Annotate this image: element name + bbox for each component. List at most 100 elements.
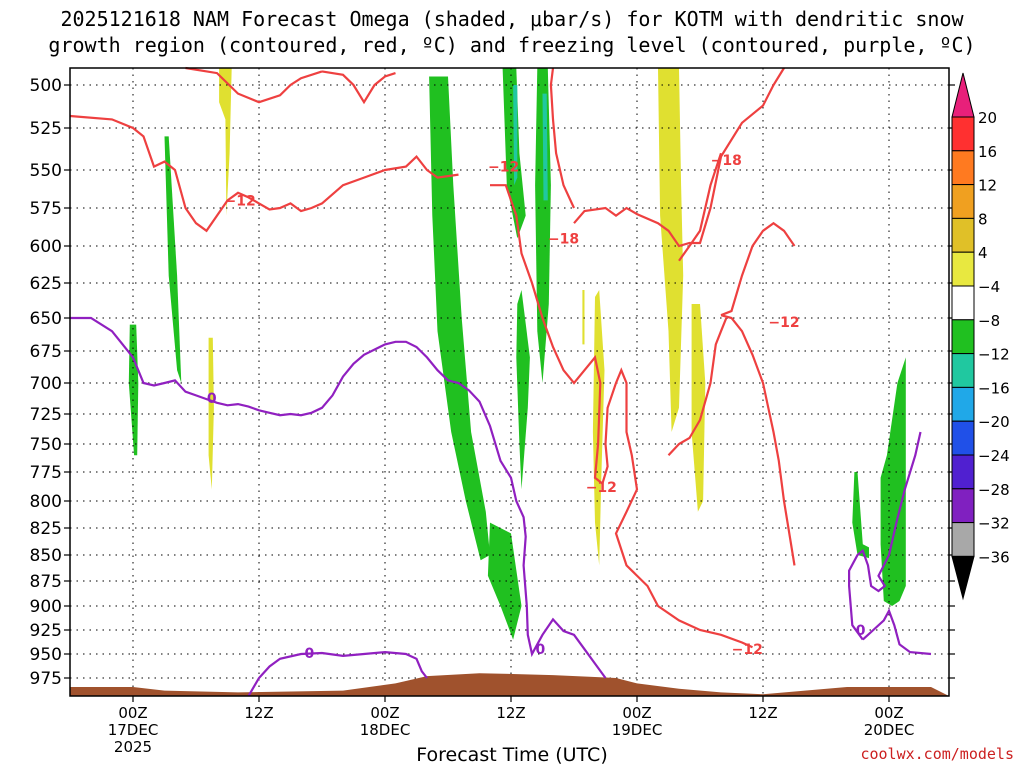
colorbar-swatch <box>951 217 975 253</box>
colorbar-label: 4 <box>978 244 988 262</box>
omega-shaded-area <box>219 68 232 216</box>
plot-frame <box>69 67 950 697</box>
y-tick-label: 825 <box>30 519 62 539</box>
y-tick-label: 575 <box>30 199 62 219</box>
x-axis-label: Forecast Time (UTC) <box>416 744 608 766</box>
x-tick-label: 12Z <box>748 704 777 722</box>
freezing-level-contour <box>847 431 922 641</box>
y-tick-label: 700 <box>30 374 62 394</box>
dendritic-contour-red <box>678 152 723 262</box>
colorbar-bottom-arrow <box>951 555 975 601</box>
colorbar-swatch <box>951 319 975 355</box>
colorbar-label: −24 <box>978 447 1010 465</box>
colorbar-label: −4 <box>978 278 1000 296</box>
colorbar-label: −12 <box>978 346 1010 364</box>
contour-label: −18 <box>711 153 742 169</box>
y-tick-label: 925 <box>30 621 62 641</box>
colorbar-label: −28 <box>978 481 1010 499</box>
x-tick-label: 18DEC <box>360 721 411 739</box>
omega-shaded-area <box>429 76 490 561</box>
colorbar-swatch <box>951 353 975 388</box>
y-tick-label: 875 <box>30 572 62 592</box>
y-axis: 500 525 550 575 600 625 650 675 700 725 750 775 800 8… <box>30 76 955 689</box>
y-tick-label: 500 <box>30 76 62 96</box>
dendritic-contour-red <box>573 67 785 248</box>
freezing-level-contour <box>70 316 607 679</box>
x-tick-label: 19DEC <box>612 721 663 739</box>
y-tick-label: 750 <box>30 435 62 455</box>
dendritic-contour-red <box>549 67 575 209</box>
omega-shaded-area <box>516 290 530 490</box>
colorbar-label: 16 <box>978 143 997 161</box>
colorbar-swatch <box>951 116 975 152</box>
colorbar-swatch <box>951 386 975 422</box>
colorbar-swatch <box>951 522 975 557</box>
y-tick-label: 900 <box>30 597 62 617</box>
chart-title: 2025121618 NAM Forecast Omega (shaded, μ… <box>48 7 976 57</box>
dendritic-contour-red <box>185 66 323 104</box>
contour-label: −18 <box>548 231 579 247</box>
colorbar-label: −8 <box>978 312 1000 330</box>
x-tick-label: 00Z <box>622 704 651 722</box>
contour-label: −12 <box>732 642 763 658</box>
y-tick-label: 800 <box>30 492 62 512</box>
x-tick-label: 20DEC <box>864 721 915 739</box>
omega-shaded-area <box>691 304 706 512</box>
colorbar-swatch <box>951 488 975 524</box>
colorbar-swatch <box>951 420 975 456</box>
y-tick-label: 975 <box>30 669 62 689</box>
colorbar-label: 8 <box>978 210 988 228</box>
y-tick-label: 625 <box>30 274 62 294</box>
colorbar-swatch <box>951 285 975 321</box>
contour-label: −12 <box>488 160 519 176</box>
contour-label: −12 <box>586 480 617 496</box>
contour-label: 0 <box>305 646 315 662</box>
y-tick-label: 675 <box>30 342 62 362</box>
contour-label: −12 <box>768 315 799 331</box>
colorbar-label: 20 <box>978 109 997 127</box>
colorbar-top-arrow <box>951 72 975 118</box>
colorbar: 20 16 12 8 4 −4 −8 −12 −16 −20 −24 −28 −32 −36 <box>951 72 1010 601</box>
contour-label: −12 <box>224 193 255 209</box>
terrain-layer <box>70 673 949 696</box>
omega-shaded-area <box>208 337 214 490</box>
dendritic-contour-red <box>720 314 796 566</box>
y-tick-label: 775 <box>30 463 62 483</box>
y-tick-label: 950 <box>30 645 62 665</box>
contour-label: 0 <box>536 642 546 658</box>
omega-shaded-area <box>164 136 182 383</box>
omega-shaded-area <box>128 324 139 456</box>
y-tick-label: 850 <box>30 546 62 566</box>
dendritic-contour-red <box>321 70 396 105</box>
colorbar-swatch <box>951 454 975 490</box>
colorbar-label: −20 <box>978 413 1010 431</box>
omega-shaded-area <box>487 522 522 640</box>
omega-shaded-area <box>582 290 585 345</box>
x-tick-label: 12Z <box>244 704 273 722</box>
x-tick-label: 00Z <box>118 704 147 722</box>
omega-shaded-area <box>658 68 684 432</box>
freezing-level-contour <box>862 608 932 656</box>
y-tick-label: 725 <box>30 405 62 425</box>
contour-layer <box>69 66 932 697</box>
omega-shaded-area <box>852 472 869 559</box>
colorbar-label: −32 <box>978 515 1010 533</box>
y-tick-label: 550 <box>30 161 62 181</box>
x-tick-label: 00Z <box>874 704 903 722</box>
x-tick-label: 12Z <box>496 704 525 722</box>
omega-shading-layer <box>128 68 906 640</box>
dendritic-contour-red <box>490 184 753 649</box>
dendritic-contour-red <box>667 317 728 456</box>
x-tick-label: 2025 <box>114 738 152 756</box>
contour-label: 0 <box>207 391 217 407</box>
dotted-gridlines <box>70 68 949 696</box>
credit-link[interactable]: coolwx.com/models <box>860 745 1014 763</box>
colorbar-label: −16 <box>978 379 1010 397</box>
omega-shaded-area <box>513 85 518 186</box>
y-tick-label: 650 <box>30 309 62 329</box>
contour-label-layer: −12 −12 −18 −18 −12 −12 −12 0 0 0 0 <box>207 153 866 662</box>
colorbar-swatch <box>951 184 975 219</box>
colorbar-swatch <box>951 150 975 186</box>
